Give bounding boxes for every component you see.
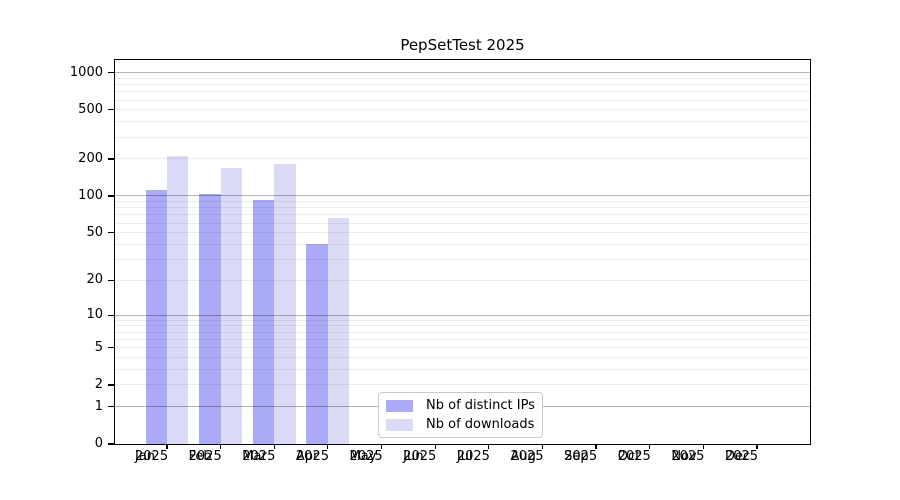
y-tick-label: 20 <box>86 272 103 288</box>
y-tick-label: 2 <box>94 376 103 392</box>
y-tick-label: 0 <box>94 436 103 451</box>
y-tick-mark <box>108 195 115 197</box>
gridline-minor <box>115 158 810 160</box>
x-tick-mark <box>488 444 490 449</box>
gridline-minor <box>115 232 810 234</box>
x-tick-mark <box>541 444 544 449</box>
gridline-minor <box>115 109 810 111</box>
x-tick-mark <box>434 444 436 449</box>
gridline-minor <box>115 338 810 340</box>
x-tick-mark <box>220 444 222 449</box>
gridline-minor <box>115 77 810 79</box>
x-tick-mark <box>273 444 275 449</box>
gridline-minor <box>115 347 810 349</box>
bar-downloads-feb <box>220 167 243 444</box>
y-tick-label: 5 <box>94 339 103 355</box>
bar-distinct-ips-apr <box>306 244 328 444</box>
y-tick-mark <box>108 314 115 316</box>
y-tick-label: 200 <box>78 150 103 166</box>
gridline-minor <box>115 258 810 260</box>
gridline-minor <box>115 368 810 370</box>
legend-item-downloads: Nb of downloads <box>386 417 542 433</box>
gridline-minor <box>115 325 810 327</box>
x-tick-mark <box>380 444 383 449</box>
plot-border <box>113 58 811 445</box>
y-tick-mark <box>108 72 115 74</box>
legend-swatch-distinct-ips-icon <box>386 399 413 412</box>
y-tick-label: 100 <box>78 187 103 203</box>
x-tick-mark <box>649 444 651 449</box>
y-tick-label: 1000 <box>69 64 103 80</box>
bar-distinct-ips-feb <box>199 193 221 444</box>
gridline-minor <box>115 357 810 358</box>
gridline-minor <box>115 319 810 321</box>
y-tick-label: 500 <box>78 101 103 117</box>
x-tick-mark <box>595 444 597 449</box>
y-tick-mark <box>108 279 115 281</box>
legend: Nb of distinct IPs Nb of downloads <box>378 392 543 438</box>
y-tick-mark <box>108 109 115 111</box>
gridline-minor <box>115 279 810 281</box>
gridline-minor <box>115 201 810 203</box>
y-tick-label: 10 <box>86 307 103 323</box>
y-tick-mark <box>108 443 115 445</box>
gridline-minor <box>115 331 810 333</box>
x-tick-mark <box>702 444 704 449</box>
x-tick-mark <box>756 444 758 449</box>
gridline-major <box>115 72 810 74</box>
legend-label-distinct-ips: Nb of distinct IPs <box>426 397 535 413</box>
bar-downloads-apr <box>327 218 350 444</box>
gridline-minor <box>115 91 810 93</box>
y-tick-mark <box>108 347 115 349</box>
gridline-minor <box>115 99 810 101</box>
y-tick-label: 50 <box>86 224 103 240</box>
legend-swatch-downloads-icon <box>386 418 413 431</box>
bar-downloads-mar <box>274 164 296 444</box>
chart-title: PepSetTest 2025 <box>400 36 525 54</box>
gridline-minor <box>115 384 810 386</box>
y-tick-mark <box>108 158 115 160</box>
gridline-major <box>115 195 810 197</box>
gridline-minor <box>115 121 810 123</box>
bar-distinct-ips-jan <box>145 189 167 444</box>
y-tick-mark <box>108 406 115 408</box>
y-tick-mark <box>108 384 115 386</box>
gridline-minor <box>115 243 810 245</box>
gridline-minor <box>115 136 810 138</box>
legend-item-distinct-ips: Nb of distinct IPs <box>386 398 542 414</box>
bar-downloads-jan <box>167 156 189 444</box>
bar-distinct-ips-mar <box>252 200 275 444</box>
y-tick-mark <box>108 232 115 234</box>
gridline-minor <box>115 207 810 209</box>
gridline-minor <box>115 214 810 216</box>
y-tick-label: 1 <box>94 398 103 414</box>
x-tick-mark <box>327 444 329 449</box>
gridline-major <box>115 314 810 316</box>
gridline-minor <box>115 84 810 86</box>
x-tick-mark <box>166 444 168 449</box>
gridline-minor <box>115 222 810 224</box>
legend-label-downloads: Nb of downloads <box>426 416 535 432</box>
